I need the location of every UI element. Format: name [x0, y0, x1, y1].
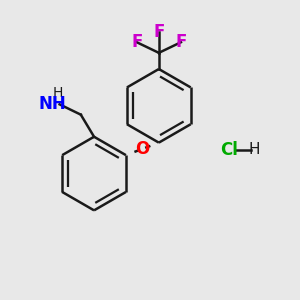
Text: F: F — [131, 33, 142, 51]
Text: F: F — [153, 22, 164, 40]
Text: O: O — [135, 140, 149, 158]
Text: F: F — [175, 33, 187, 51]
Text: H: H — [53, 86, 63, 100]
Text: NH: NH — [39, 95, 67, 113]
Text: H: H — [249, 142, 260, 158]
Text: Cl: Cl — [220, 141, 238, 159]
